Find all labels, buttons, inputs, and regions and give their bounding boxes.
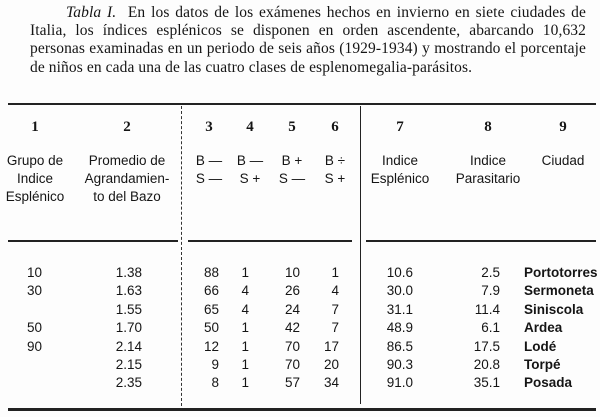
table-cell: 4 (331, 283, 339, 299)
column-header: Ciudad (541, 153, 585, 168)
table-cell: 9 (211, 357, 219, 372)
table-cell: 1 (331, 265, 339, 280)
table-cell: 70 (284, 357, 300, 372)
table-cell: 2.14 (115, 338, 142, 354)
column-header: Grupo de Indice Esplénico (5, 153, 65, 204)
table-cell: 1 (241, 320, 249, 336)
table-cell: 10 (27, 265, 43, 280)
city-cell: Sermoneta (524, 283, 594, 299)
table-cell: 17 (323, 338, 339, 354)
table-cell: 20 (323, 357, 339, 372)
column-header: B ÷ S + (324, 153, 346, 186)
table-cell: 90.3 (386, 357, 413, 372)
table-cell: 90 (27, 338, 43, 354)
table-cell: 7 (331, 301, 339, 317)
table-cell: 91.0 (386, 375, 413, 391)
table-cell: 1 (241, 265, 249, 280)
column-header: B — S — (195, 153, 223, 186)
table-cell: 10 (284, 265, 300, 280)
table-cell: 1 (241, 375, 249, 391)
table-cell: 24 (284, 301, 300, 317)
city-cell: Posada (524, 375, 573, 391)
table-cell: 57 (284, 375, 300, 391)
table-cell: 1.70 (115, 320, 142, 336)
table-cell: 48.9 (386, 320, 413, 336)
city-cell: Portotorres (524, 265, 598, 280)
column-number: 4 (246, 119, 254, 135)
column-number: 1 (31, 119, 39, 135)
table-cell: 31.1 (386, 301, 413, 317)
table-cell: 20.8 (473, 357, 500, 372)
table-cell: 30.0 (386, 283, 413, 299)
column-header: Indice Parasitario (455, 153, 521, 186)
table-cell: 34 (323, 375, 339, 391)
column-divider-solid (360, 106, 361, 404)
table-cell: 1 (241, 338, 249, 354)
column-number: 5 (288, 119, 296, 135)
table-cell: 11.4 (474, 301, 500, 317)
table-cell: 8 (211, 375, 219, 391)
caption-text: En los datos de los exámenes hechos en i… (30, 4, 586, 76)
table-cell: 7 (331, 320, 339, 336)
table-cell: 2.15 (115, 357, 142, 372)
city-cell: Lodé (524, 338, 557, 354)
column-header: Promedio de Agrandamien- to del Bazo (84, 153, 170, 204)
table-cell: 12 (203, 338, 219, 354)
table-cell: 86.5 (386, 338, 413, 354)
table-cell: 1.38 (115, 265, 142, 280)
column-number: 9 (559, 119, 567, 135)
table-caption: Tabla I. En los datos de los exámenes he… (30, 4, 586, 77)
table-cell: 1.55 (115, 301, 142, 317)
table-cell: 2.35 (115, 375, 142, 391)
table-cell: 1.63 (115, 283, 142, 299)
table-cell: 4 (241, 283, 249, 299)
header-rule-right (366, 240, 596, 242)
table-cell: 35.1 (473, 375, 500, 391)
header-rule-middle (188, 240, 352, 242)
table-cell: 70 (284, 338, 300, 354)
column-divider-dashed (181, 106, 182, 406)
bottom-rule (8, 408, 596, 411)
city-cell: Torpé (524, 357, 561, 372)
table-cell: 88 (203, 265, 219, 280)
table-cell: 2.5 (481, 265, 500, 280)
column-number: 3 (205, 119, 213, 135)
column-number: 2 (123, 119, 131, 135)
column-header: B — S + (236, 153, 264, 186)
table-cell: 17.5 (473, 338, 500, 354)
header-rule-left (8, 240, 178, 242)
table-cell: 30 (27, 283, 43, 299)
city-cell: Ardea (524, 320, 563, 336)
table-cell: 7.9 (481, 283, 500, 299)
caption-label: Tabla I. (66, 4, 117, 21)
table-cell: 6.1 (481, 320, 500, 336)
table-cell: 42 (284, 320, 300, 336)
table-cell: 4 (241, 301, 249, 317)
column-header: B + S — (278, 153, 306, 186)
table-cell: 1 (241, 357, 249, 372)
table-cell: 50 (27, 320, 43, 336)
table-cell: 66 (203, 283, 219, 299)
table-cell: 50 (203, 320, 219, 336)
column-number: 6 (331, 119, 339, 135)
table-cell: 65 (203, 301, 219, 317)
table-cell: 10.6 (386, 265, 413, 280)
table-cell: 26 (284, 283, 300, 299)
column-header: Indice Esplénico (370, 153, 430, 186)
city-cell: Siniscola (524, 301, 584, 317)
top-rule (8, 103, 596, 105)
column-number: 8 (484, 119, 492, 135)
column-number: 7 (396, 119, 404, 135)
